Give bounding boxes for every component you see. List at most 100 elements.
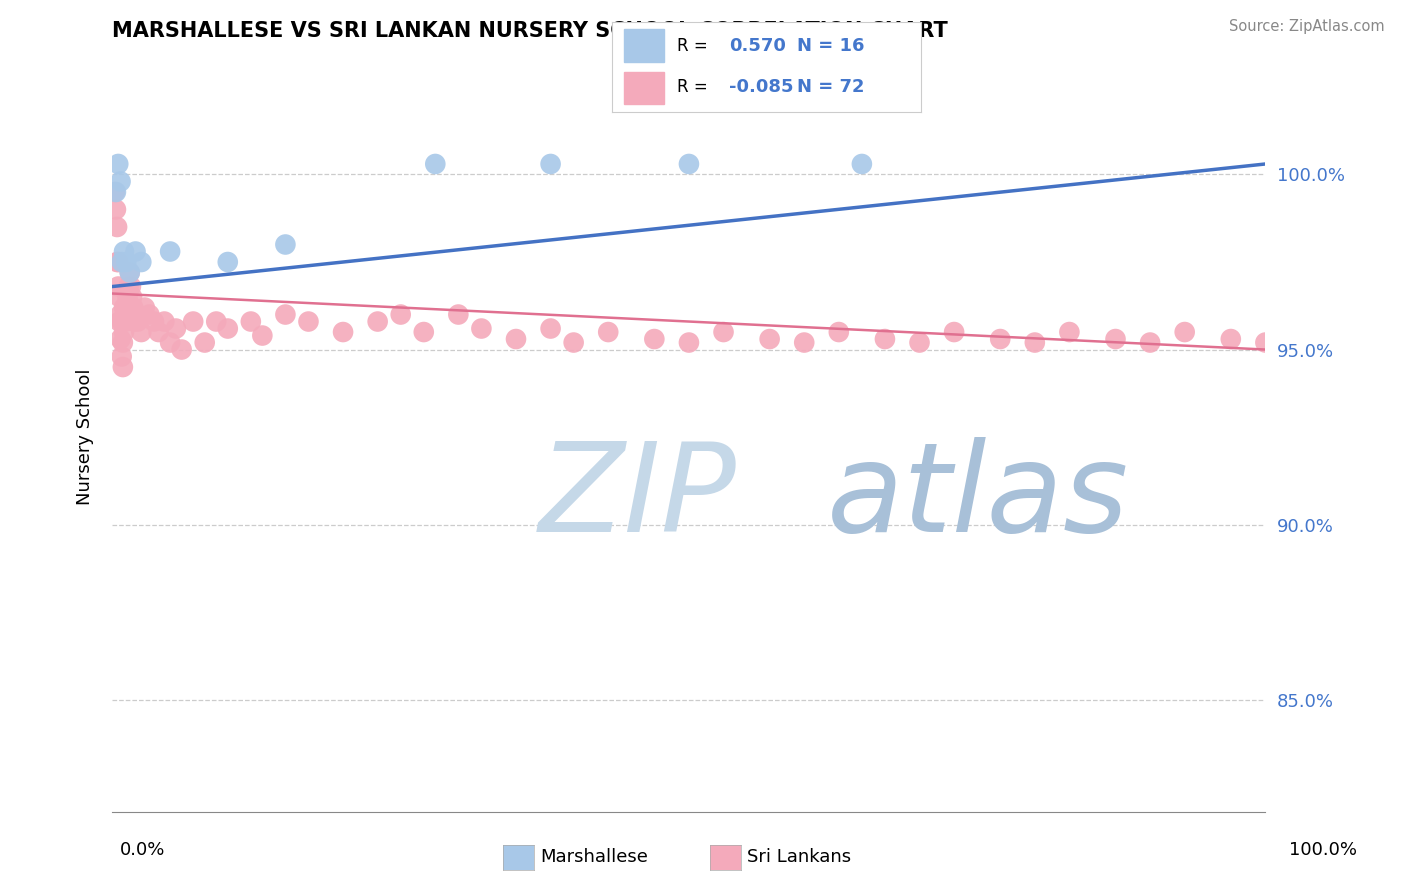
Point: [851, 157, 873, 171]
Point: [332, 325, 354, 339]
Point: [159, 244, 181, 259]
Point: [1254, 335, 1277, 350]
Point: [118, 301, 141, 315]
Point: [105, 255, 128, 269]
Point: [104, 185, 127, 199]
Point: [134, 301, 156, 315]
Point: [470, 321, 492, 335]
Point: [104, 202, 127, 217]
Text: Marshallese: Marshallese: [540, 848, 648, 866]
Point: [943, 325, 966, 339]
Point: [110, 174, 132, 188]
Point: [793, 335, 815, 350]
Point: [117, 290, 139, 304]
Text: -0.085: -0.085: [730, 78, 793, 95]
Point: [425, 157, 447, 171]
Point: [111, 314, 134, 328]
Point: [447, 308, 470, 322]
Point: [107, 157, 129, 171]
Point: [505, 332, 527, 346]
Point: [274, 237, 297, 252]
Point: [988, 332, 1011, 346]
Point: [111, 255, 134, 269]
Point: [129, 325, 153, 339]
Point: [118, 266, 141, 280]
Point: [122, 301, 145, 315]
Point: [107, 279, 129, 293]
Point: [121, 290, 143, 304]
Point: [828, 325, 851, 339]
Point: [598, 325, 620, 339]
Point: [159, 335, 181, 350]
Point: [148, 325, 170, 339]
Point: [1104, 332, 1126, 346]
Point: [115, 308, 138, 322]
Point: [239, 314, 262, 328]
Point: [124, 308, 146, 322]
Point: [297, 314, 319, 328]
Point: [1024, 335, 1046, 350]
Point: [873, 332, 896, 346]
Point: [758, 332, 780, 346]
Point: [110, 308, 132, 322]
Point: [138, 308, 160, 322]
Point: [274, 308, 297, 322]
Bar: [624, 72, 664, 104]
Text: N = 72: N = 72: [797, 78, 865, 95]
Point: [124, 314, 146, 328]
Point: [678, 335, 700, 350]
Point: [111, 335, 134, 350]
Point: [412, 325, 434, 339]
Point: [713, 325, 735, 339]
Point: [367, 314, 389, 328]
Point: [1219, 332, 1241, 346]
Point: [111, 350, 134, 364]
Point: [205, 314, 228, 328]
Point: [1139, 335, 1161, 350]
Point: [124, 244, 146, 259]
Point: [181, 314, 204, 328]
Text: Source: ZipAtlas.com: Source: ZipAtlas.com: [1229, 20, 1385, 34]
Point: [111, 359, 134, 374]
Text: atlas: atlas: [827, 436, 1129, 558]
Point: [908, 335, 931, 350]
Point: [194, 335, 217, 350]
Point: [107, 255, 129, 269]
Point: [217, 255, 239, 269]
Point: [217, 321, 239, 335]
Text: R =: R =: [676, 37, 713, 55]
Y-axis label: Nursery School: Nursery School: [76, 368, 94, 506]
Point: [153, 314, 176, 328]
Text: 0.0%: 0.0%: [120, 840, 165, 858]
Point: [143, 314, 166, 328]
Point: [108, 314, 131, 328]
Point: [104, 185, 127, 199]
Point: [165, 321, 187, 335]
Text: N = 16: N = 16: [797, 37, 865, 55]
Text: 0.570: 0.570: [730, 37, 786, 55]
Text: ZIP: ZIP: [538, 436, 737, 558]
Point: [105, 219, 128, 234]
Point: [108, 290, 131, 304]
Point: [112, 325, 135, 339]
Point: [127, 314, 149, 328]
Point: [1174, 325, 1197, 339]
Bar: [624, 29, 664, 62]
Point: [115, 255, 138, 269]
Point: [678, 157, 700, 171]
Point: [114, 314, 136, 328]
Text: R =: R =: [676, 78, 713, 95]
Point: [389, 308, 412, 322]
Text: MARSHALLESE VS SRI LANKAN NURSERY SCHOOL CORRELATION CHART: MARSHALLESE VS SRI LANKAN NURSERY SCHOOL…: [112, 21, 948, 41]
Point: [110, 332, 132, 346]
Point: [120, 279, 142, 293]
Point: [117, 279, 139, 293]
Text: 100.0%: 100.0%: [1289, 840, 1357, 858]
Point: [540, 321, 562, 335]
Point: [540, 157, 562, 171]
Text: Sri Lankans: Sri Lankans: [747, 848, 851, 866]
Point: [112, 244, 135, 259]
Point: [118, 266, 141, 280]
Point: [1059, 325, 1081, 339]
Point: [252, 328, 274, 343]
